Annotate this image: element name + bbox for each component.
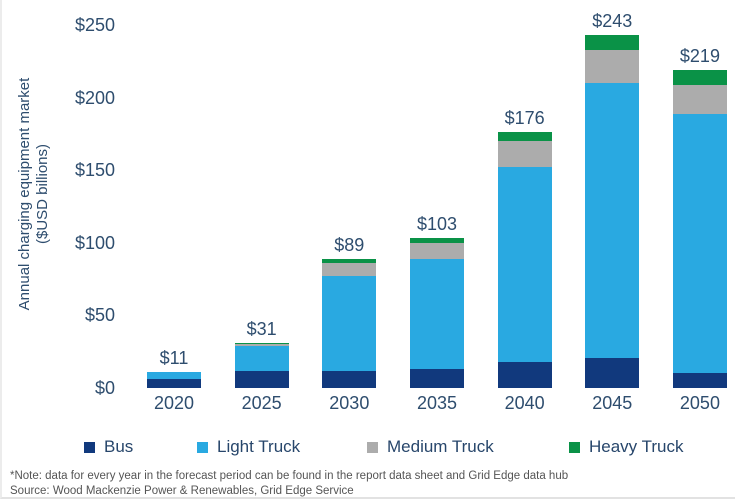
bar-segment-bus	[585, 357, 640, 388]
bar-segment-bus	[497, 361, 552, 388]
bar-segment-light-truck	[497, 167, 552, 362]
legend-label: Bus	[104, 437, 134, 456]
bar-2020: $11 2020	[147, 348, 201, 413]
bar-2050: $219 2050	[672, 46, 727, 413]
bar-total-label: $89	[334, 234, 365, 255]
bar-segment-light-truck	[585, 83, 640, 358]
bar-segment-bus	[234, 370, 289, 388]
bar-segment-medium-truck	[672, 84, 727, 114]
bar-segment-heavy-truck	[497, 132, 552, 142]
y-tick-label: $0	[94, 378, 115, 398]
y-tick-label: $100	[74, 232, 115, 253]
bar-total-label: $243	[592, 11, 633, 32]
bar-segment-light-truck	[147, 372, 201, 380]
bar-segment-bus	[409, 369, 464, 388]
x-tick-label: 2045	[592, 393, 633, 413]
bar-2040: $176 2040	[497, 108, 552, 413]
y-axis-title-line1: Annual charging equipment market	[16, 77, 33, 311]
bar-segment-medium-truck	[409, 242, 464, 259]
x-tick-label: 2030	[329, 393, 370, 413]
legend-item-light-truck: Light Truck	[197, 437, 300, 457]
legend-swatch-icon	[367, 441, 378, 453]
x-tick-label: 2020	[153, 393, 195, 413]
legend-item-bus: Bus	[84, 437, 133, 457]
bar-total-label: $176	[504, 108, 545, 129]
legend-item-heavy-truck: Heavy Truck	[569, 437, 683, 457]
legend-label: Medium Truck	[387, 437, 494, 456]
bar-segment-light-truck	[409, 258, 464, 370]
bar-segment-light-truck	[322, 276, 377, 371]
bar-2035: $103 2035	[409, 214, 464, 413]
bar-2025: $31 2025	[234, 319, 289, 413]
legend-label: Heavy Truck	[589, 437, 684, 456]
bar-segment-bus	[322, 370, 377, 388]
y-tick-label: $50	[84, 305, 115, 326]
plot-area: $11 2020 $31 2025 $89 2030 $103 2035 $176 2040 $24…	[147, 11, 727, 413]
footnote-note: *Note: data for every year in the foreca…	[10, 470, 569, 482]
bar-segment-heavy-truck	[234, 343, 289, 344]
bar-total-label: $103	[416, 214, 457, 235]
bar-total-label: $31	[246, 319, 277, 339]
bar-segment-heavy-truck	[585, 35, 640, 50]
bar-total-label: $219	[679, 46, 720, 67]
footnote-source: Source: Wood Mackenzie Power & Renewable…	[10, 485, 354, 497]
bar-segment-light-truck	[672, 113, 727, 374]
bar-segment-medium-truck	[585, 49, 640, 84]
bar-segment-medium-truck	[234, 343, 289, 346]
y-tick-label: $200	[74, 87, 115, 108]
bar-2030: $89 2030	[322, 235, 377, 413]
legend-swatch-icon	[569, 441, 580, 453]
bar-segment-medium-truck	[497, 141, 552, 168]
y-tick-label: $150	[74, 160, 115, 181]
x-tick-label: 2040	[504, 393, 545, 413]
x-tick-label: 2050	[679, 393, 720, 413]
legend-item-medium-truck: Medium Truck	[367, 437, 494, 457]
x-tick-label: 2025	[241, 393, 282, 413]
bar-total-label: $11	[159, 348, 189, 369]
bar-segment-heavy-truck	[322, 258, 377, 264]
y-tick-label: $250	[74, 15, 115, 35]
bar-2045: $243 2045	[585, 11, 640, 413]
legend-swatch-icon	[197, 441, 208, 453]
bar-segment-medium-truck	[322, 263, 377, 277]
bar-segment-heavy-truck	[409, 238, 464, 243]
bar-segment-heavy-truck	[672, 70, 727, 85]
bar-segment-bus	[672, 373, 727, 388]
bar-segment-light-truck	[234, 345, 289, 371]
legend-swatch-icon	[84, 441, 95, 453]
x-tick-label: 2035	[416, 393, 457, 413]
bar-segment-bus	[147, 379, 201, 388]
legend-label: Light Truck	[217, 437, 301, 456]
